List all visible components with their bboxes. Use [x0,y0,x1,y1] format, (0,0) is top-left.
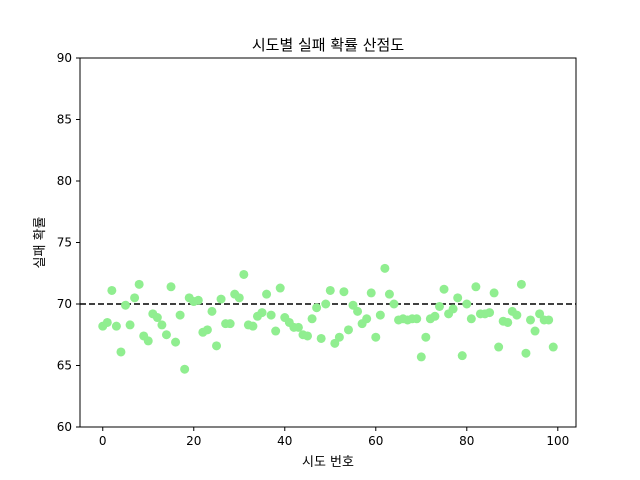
data-point [339,287,349,297]
data-point [225,319,235,329]
data-point [366,288,376,298]
x-tick-label: 0 [99,434,107,448]
data-point [389,299,399,309]
data-point [107,285,117,295]
data-point [434,301,444,311]
data-point [330,338,340,348]
y-tick-label: 70 [57,297,72,311]
data-point [525,315,535,325]
data-point [166,282,176,292]
y-tick-label: 80 [57,174,72,188]
scatter-points [98,263,558,374]
data-point [248,321,258,331]
data-point [193,295,203,305]
data-point [266,310,276,320]
data-point [171,337,181,347]
data-point [161,330,171,340]
data-point [202,325,212,335]
y-tick-label: 60 [57,420,72,434]
data-point [325,285,335,295]
data-point [116,347,126,357]
data-point [362,314,372,324]
data-point [121,300,131,310]
data-point [380,263,390,273]
data-point [257,308,267,318]
data-point [371,332,381,342]
data-point [457,351,467,361]
data-point [375,310,385,320]
data-point [353,306,363,316]
data-point [293,322,303,332]
y-tick-label: 75 [57,236,72,250]
data-point [143,336,153,346]
data-point [152,313,162,323]
y-tick-label: 85 [57,113,72,127]
data-point [207,306,217,316]
data-point [439,284,449,294]
data-point [471,282,481,292]
data-point [180,364,190,374]
data-point [494,342,504,352]
data-point [134,279,144,289]
data-point [521,348,531,358]
y-tick-label: 65 [57,359,72,373]
y-tick-label: 90 [57,51,72,65]
data-point [416,352,426,362]
data-point [239,269,249,279]
data-point [234,293,244,303]
x-axis-ticks: 0 20 40 60 80 100 [99,427,569,448]
data-point [343,325,353,335]
data-point [102,317,112,327]
data-point [430,311,440,321]
data-point [548,342,558,352]
chart-title: 시도별 실패 확률 산점도 [252,36,405,54]
data-point [275,283,285,293]
x-axis-label: 시도 번호 [302,455,354,470]
y-axis-label: 실패 확률 [33,216,48,268]
data-point [512,310,522,320]
x-tick-label: 80 [459,434,474,448]
data-point [485,308,495,318]
data-point [303,331,313,341]
data-point [421,332,431,342]
x-tick-label: 40 [277,434,292,448]
data-point [321,299,331,309]
data-point [530,326,540,336]
data-point [316,333,326,343]
data-point [535,309,545,319]
data-point [348,300,358,310]
data-point [412,314,422,324]
plot-frame [79,57,577,428]
data-point [111,321,121,331]
data-point [516,279,526,289]
y-axis-ticks: 60 65 70 75 80 85 90 [57,51,80,434]
data-point [384,289,394,299]
data-point [212,341,222,351]
data-point [312,303,322,313]
data-point [175,310,185,320]
data-point [489,288,499,298]
data-point [125,320,135,330]
data-point [216,294,226,304]
x-tick-label: 60 [368,434,383,448]
data-point [271,326,281,336]
x-tick-label: 100 [546,434,569,448]
data-point [130,293,140,303]
data-point [262,289,272,299]
data-point [503,317,513,327]
data-point [462,299,472,309]
data-point [157,320,167,330]
data-point [544,315,554,325]
x-tick-label: 20 [186,434,201,448]
data-point [466,314,476,324]
data-point [448,304,458,314]
data-point [307,314,317,324]
data-point [334,332,344,342]
data-point [453,293,463,303]
